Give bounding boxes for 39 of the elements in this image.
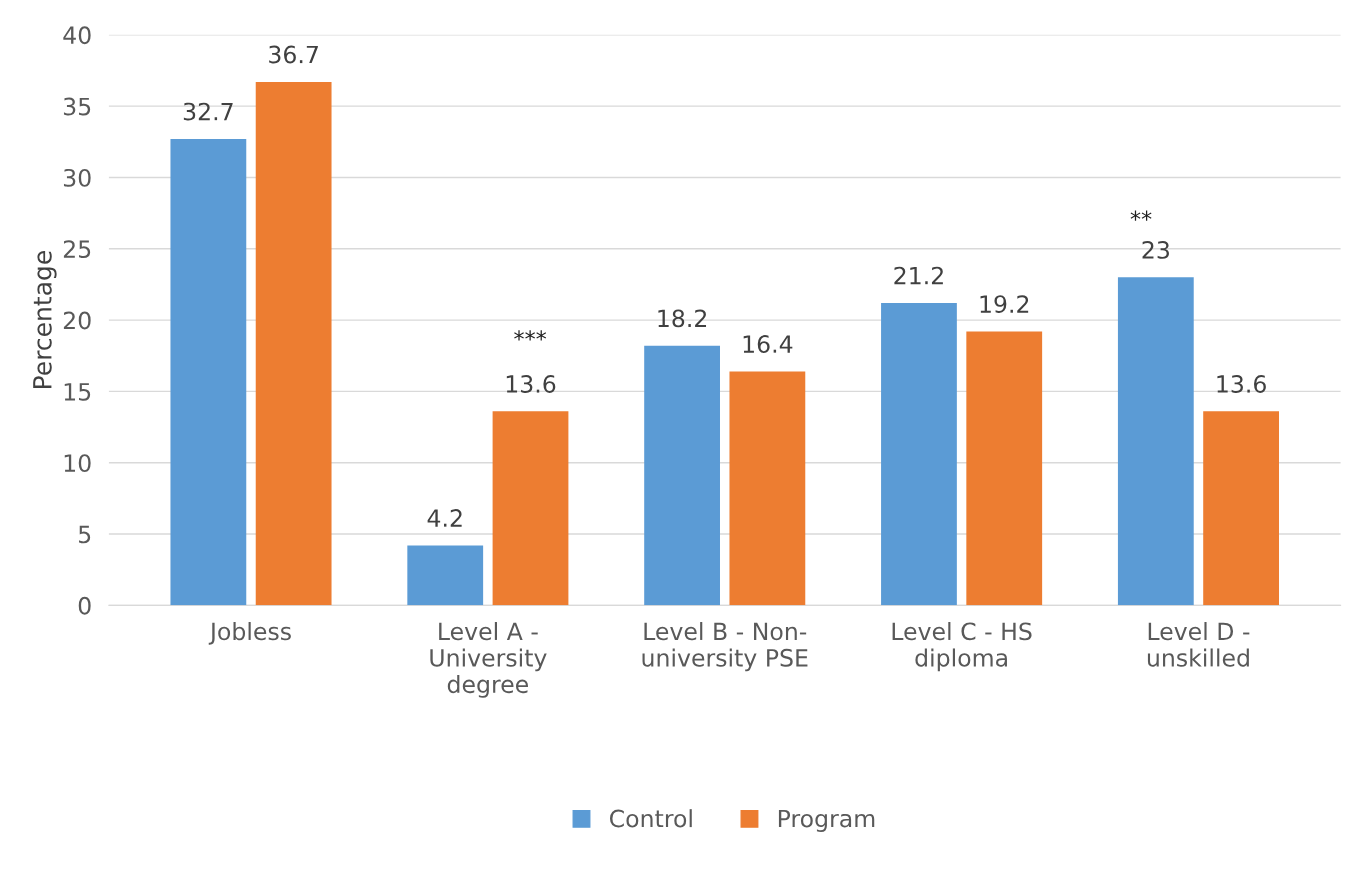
bar — [170, 138, 247, 606]
data-label: 32.7 — [183, 102, 233, 121]
data-label: 19.2 — [980, 295, 1029, 314]
annotation: *** — [514, 330, 547, 341]
y-tick-label: 40 — [63, 26, 91, 45]
data-label: 13.6 — [506, 375, 556, 393]
legend-label: Control — [609, 809, 692, 828]
bar — [966, 331, 1043, 606]
y-axis-title: Percentage — [33, 251, 57, 388]
annotation: ** — [1130, 210, 1152, 221]
x-tick-label: Level D - unskilled — [1147, 622, 1250, 667]
data-label: 4.2 — [427, 509, 462, 527]
y-tick-label: 20 — [63, 311, 91, 330]
y-tick-label: 25 — [63, 240, 91, 259]
y-tick-label: 35 — [63, 97, 91, 116]
y-tick-label: 5 — [79, 525, 91, 544]
data-label: 23 — [1142, 240, 1169, 259]
bar — [407, 545, 484, 606]
data-label: 21.2 — [894, 266, 943, 285]
x-tick-label: Level B - Non- university PSE — [642, 622, 808, 672]
bar — [881, 302, 957, 606]
bar — [644, 345, 720, 606]
legend-label: Program — [778, 809, 875, 833]
x-tick-label: Level A - University degree — [430, 622, 547, 698]
y-tick-label: 15 — [64, 383, 91, 401]
bar — [255, 81, 332, 606]
bar — [492, 411, 569, 606]
y-tick-label: 30 — [63, 168, 91, 187]
y-tick-label: 10 — [64, 454, 91, 473]
data-label: 18.2 — [658, 309, 707, 328]
data-label: 13.6 — [1217, 375, 1266, 393]
y-tick-label: 0 — [78, 596, 91, 615]
bar — [1203, 411, 1279, 606]
bar — [729, 371, 806, 606]
data-label: 36.7 — [269, 45, 318, 64]
data-label: 16.4 — [743, 335, 793, 353]
x-tick-label: Level C - HS diploma — [892, 622, 1032, 672]
x-tick-label: Jobless — [208, 622, 291, 645]
bar — [1117, 277, 1194, 606]
